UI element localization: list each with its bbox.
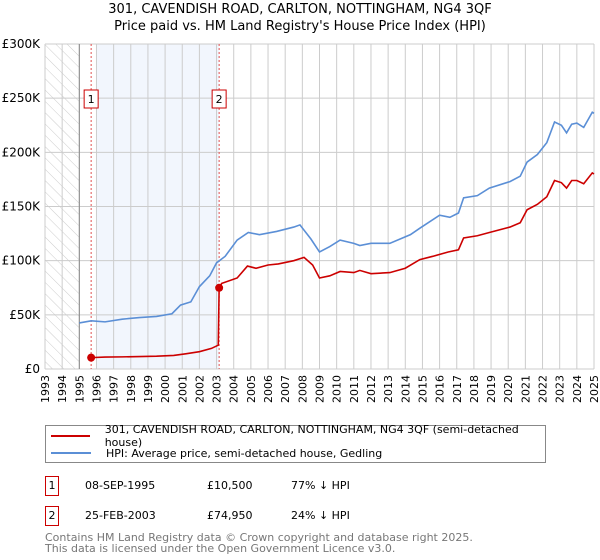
x-tick-label: 2002 xyxy=(193,375,206,403)
annotation-label: 2 xyxy=(216,93,223,106)
legend-item-hpi: HPI: Average price, semi-detached house,… xyxy=(51,445,382,461)
footer-licence: This data is licensed under the Open Gov… xyxy=(45,542,396,555)
x-tick-label: 2013 xyxy=(382,375,395,403)
x-tick-label: 2011 xyxy=(348,375,361,403)
x-tick-label: 2004 xyxy=(228,375,241,403)
legend-label: HPI: Average price, semi-detached house,… xyxy=(106,446,383,460)
sale-point xyxy=(215,283,224,292)
y-tick-label: £0 xyxy=(25,362,40,376)
transaction-date: 25-FEB-2003 xyxy=(85,509,156,522)
footer-copyright: Contains HM Land Registry data © Crown c… xyxy=(45,531,473,544)
transaction-date: 08-SEP-1995 xyxy=(85,479,156,492)
price-chart: 1993 1994 1995 1996 1997 1998 1999 2000 2001 2002… xyxy=(2,37,600,403)
chart-subtitle: Price paid vs. HM Land Registry's House … xyxy=(114,19,486,34)
y-tick-label: £300K xyxy=(2,37,42,51)
x-tick-label: 2012 xyxy=(365,375,378,403)
x-tick-label: 2007 xyxy=(279,375,292,403)
x-tick-label: 1996 xyxy=(90,375,103,403)
hpi-line xyxy=(79,111,595,324)
annotation-label: 1 xyxy=(88,93,95,106)
x-tick-label: 1993 xyxy=(39,375,52,403)
x-tick-label: 2022 xyxy=(537,375,550,403)
y-tick-label: £200K xyxy=(2,145,42,159)
transaction-price: £74,950 xyxy=(207,509,253,522)
x-tick-label: 1995 xyxy=(73,375,86,403)
legend-item-property: 301, CAVENDISH ROAD, CARLTON, NOTTINGHAM… xyxy=(51,423,545,449)
marker-badge: 1 xyxy=(45,476,59,496)
y-tick-label: £100K xyxy=(2,254,42,268)
legend: 301, CAVENDISH ROAD, CARLTON, NOTTINGHAM… xyxy=(45,423,546,463)
x-tick-label: 2024 xyxy=(571,375,584,403)
x-tick-label: 2018 xyxy=(468,375,481,403)
x-tick-label: 1998 xyxy=(125,375,138,403)
x-tick-label: 2021 xyxy=(519,375,532,403)
legend-swatch-blue xyxy=(51,452,91,454)
legend-swatch-red xyxy=(51,435,90,437)
transaction-hpi: 77% ↓ HPI xyxy=(291,479,350,492)
x-tick-label: 1997 xyxy=(108,375,121,403)
transaction-hpi: 24% ↓ HPI xyxy=(291,509,350,522)
sale-point xyxy=(87,353,96,362)
marker-badge: 2 xyxy=(45,506,59,526)
x-tick-label: 2010 xyxy=(331,375,344,403)
y-tick-label: £150K xyxy=(2,200,42,214)
property-price-line xyxy=(91,171,595,359)
x-tick-label: 2015 xyxy=(416,375,429,403)
x-tick-label: 1999 xyxy=(142,375,155,403)
x-tick-label: 2017 xyxy=(451,375,464,403)
x-tick-label: 1994 xyxy=(56,375,69,403)
chart-title: 301, CAVENDISH ROAD, CARLTON, NOTTINGHAM… xyxy=(108,2,492,17)
x-tick-label: 2016 xyxy=(434,375,447,403)
x-tick-label: 2023 xyxy=(554,375,567,403)
x-tick-label: 2014 xyxy=(399,375,412,403)
x-tick-label: 2019 xyxy=(485,375,498,403)
x-tick-label: 2001 xyxy=(176,375,189,403)
x-tick-label: 2003 xyxy=(211,375,224,403)
annotation-box xyxy=(211,89,227,109)
y-tick-label: £50K xyxy=(9,308,41,322)
legend-label: 301, CAVENDISH ROAD, CARLTON, NOTTINGHAM… xyxy=(104,423,519,449)
x-tick-label: 2005 xyxy=(245,375,258,403)
x-tick-label: 2009 xyxy=(314,375,327,403)
x-tick-label: 2006 xyxy=(262,375,275,403)
x-tick-label: 2008 xyxy=(296,375,309,403)
transaction-price: £10,500 xyxy=(207,479,253,492)
x-tick-label: 2020 xyxy=(502,375,515,403)
annotation-box xyxy=(83,89,99,109)
x-tick-label: 2025 xyxy=(588,375,600,403)
x-tick-label: 2000 xyxy=(159,375,172,403)
y-tick-label: £250K xyxy=(2,91,42,105)
